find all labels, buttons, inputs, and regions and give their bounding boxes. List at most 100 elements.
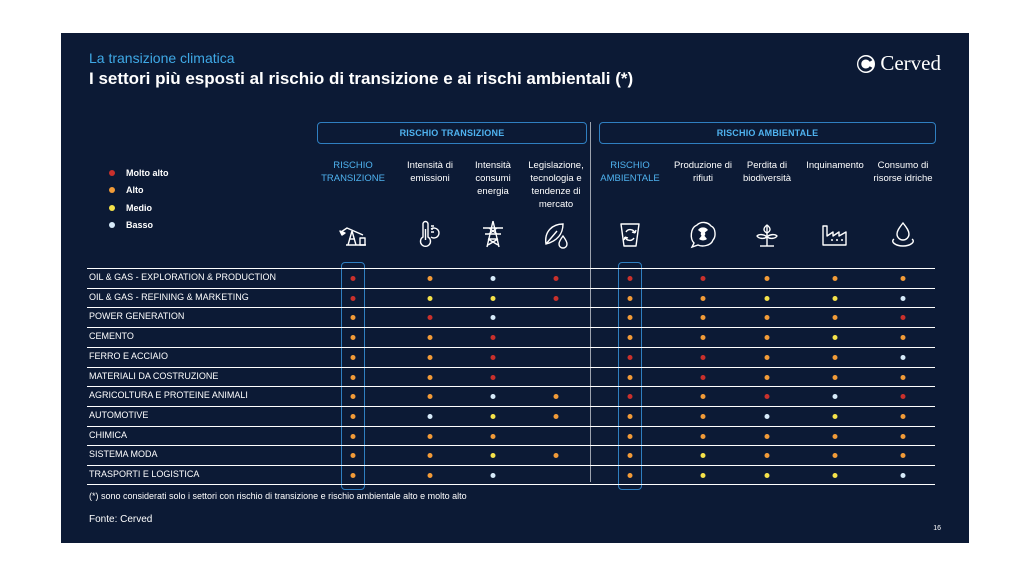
risk-dot — [427, 374, 433, 380]
risk-dot — [900, 433, 906, 439]
risk-dot — [490, 413, 496, 419]
risk-dot — [700, 315, 706, 321]
table-row: CEMENTO — [87, 327, 935, 347]
table-row: AUTOMOTIVE — [87, 405, 935, 426]
risk-dot — [900, 295, 906, 301]
risk-dot — [553, 413, 559, 419]
risk-dot — [764, 354, 770, 360]
risk-dot — [627, 394, 633, 400]
risk-dot — [490, 295, 496, 301]
risk-dot — [700, 354, 706, 360]
risk-dot — [900, 453, 906, 459]
factory-icon — [820, 219, 850, 249]
legend-item-basso: Basso — [109, 220, 153, 230]
risk-dot — [553, 295, 559, 301]
risk-dot — [900, 374, 906, 380]
risk-dot — [427, 315, 433, 321]
table-row: AGRICOLTURA E PROTEINE ANIMALI — [87, 386, 935, 406]
source-text: Fonte: Cerved — [89, 514, 153, 525]
column-header: Intensità di emissioni — [407, 160, 453, 184]
column-header: Legislazione, tecnologia e tendenze di m… — [528, 160, 584, 210]
column-header: Intensità consumi energia — [475, 160, 511, 197]
risk-dot — [627, 295, 633, 301]
risk-dot — [350, 394, 356, 400]
risk-dot — [350, 354, 356, 360]
risk-dot — [427, 413, 433, 419]
risk-dot — [900, 473, 906, 478]
risk-dot — [427, 473, 433, 478]
risk-dot — [427, 453, 433, 459]
row-label: AUTOMOTIVE — [89, 409, 149, 420]
row-label: AGRICOLTURA E PROTEINE ANIMALI — [89, 390, 248, 401]
table-row: POWER GENERATION — [87, 307, 935, 327]
group-rischio-ambientale: RISCHIO AMBIENTALE — [599, 122, 936, 144]
logo-text: Cerved — [880, 51, 941, 75]
risk-dot — [490, 315, 496, 321]
risk-dot — [627, 354, 633, 360]
risk-dot — [700, 374, 706, 380]
risk-dot — [553, 394, 559, 400]
legend-dot — [109, 187, 115, 193]
risk-dot — [700, 276, 706, 281]
risk-dot — [764, 295, 770, 301]
risk-dot — [764, 453, 770, 459]
row-label: FERRO E ACCIAIO — [89, 350, 169, 361]
power-pylon-icon — [478, 219, 508, 249]
risk-dot — [627, 315, 633, 321]
legend-item-molto-alto: Molto alto — [109, 168, 169, 178]
risk-dot — [700, 453, 706, 459]
table-row: OIL & GAS - REFINING & MARKETING — [87, 287, 935, 308]
risk-dot — [427, 276, 433, 281]
risk-dot — [490, 354, 496, 360]
risk-dot — [627, 433, 633, 439]
risk-dot — [627, 374, 633, 380]
leaf-drop-icon — [541, 219, 571, 249]
risk-dot — [900, 335, 906, 341]
column-highlight — [618, 262, 642, 490]
cerved-logo: Cerved — [856, 51, 941, 76]
risk-dot — [490, 473, 496, 478]
cerved-logo-icon — [857, 54, 876, 73]
risk-dot — [832, 295, 838, 301]
risk-dot — [700, 433, 706, 439]
risk-dot — [427, 433, 433, 439]
risk-dot — [900, 276, 906, 281]
row-label: OIL & GAS - EXPLORATION & PRODUCTION — [89, 272, 277, 282]
risk-dot — [350, 315, 356, 321]
legend-label: Basso — [126, 220, 154, 230]
row-label: TRASPORTI E LOGISTICA — [89, 469, 200, 479]
risk-dot — [350, 453, 356, 459]
risk-dot — [700, 295, 706, 301]
footnote: (*) sono considerati solo i settori con … — [89, 491, 467, 501]
plant-icon — [752, 219, 782, 249]
risk-dot — [900, 394, 906, 400]
risk-dot — [832, 473, 838, 478]
risk-dot — [764, 473, 770, 478]
table-row: FERRO E ACCIAIO — [87, 346, 935, 367]
risk-dot — [490, 433, 496, 439]
risk-dot — [832, 276, 838, 281]
risk-dot — [764, 276, 770, 281]
risk-dot — [900, 315, 906, 321]
legend-label: Medio — [126, 203, 152, 213]
risk-dot — [627, 276, 633, 281]
water-drop-icon — [888, 219, 918, 249]
row-label: POWER GENERATION — [89, 311, 185, 322]
risk-dot — [553, 276, 559, 281]
legend-dot — [109, 222, 115, 228]
risk-dot — [764, 433, 770, 439]
column-header: RISCHIO TRANSIZIONE — [321, 160, 385, 184]
risk-dot — [700, 473, 706, 478]
group-divider — [590, 122, 591, 482]
risk-dot — [627, 335, 633, 341]
column-header: RISCHIO AMBIENTALE — [600, 160, 660, 184]
risk-dot — [350, 295, 356, 301]
risk-dot — [764, 374, 770, 380]
risk-dot — [490, 276, 496, 281]
legend-label: Molto alto — [126, 168, 169, 178]
risk-dot — [832, 433, 838, 439]
risk-dot — [427, 354, 433, 360]
column-header: Consumo di risorse idriche — [873, 160, 933, 184]
risk-dot — [764, 335, 770, 341]
risk-dot — [490, 335, 496, 341]
